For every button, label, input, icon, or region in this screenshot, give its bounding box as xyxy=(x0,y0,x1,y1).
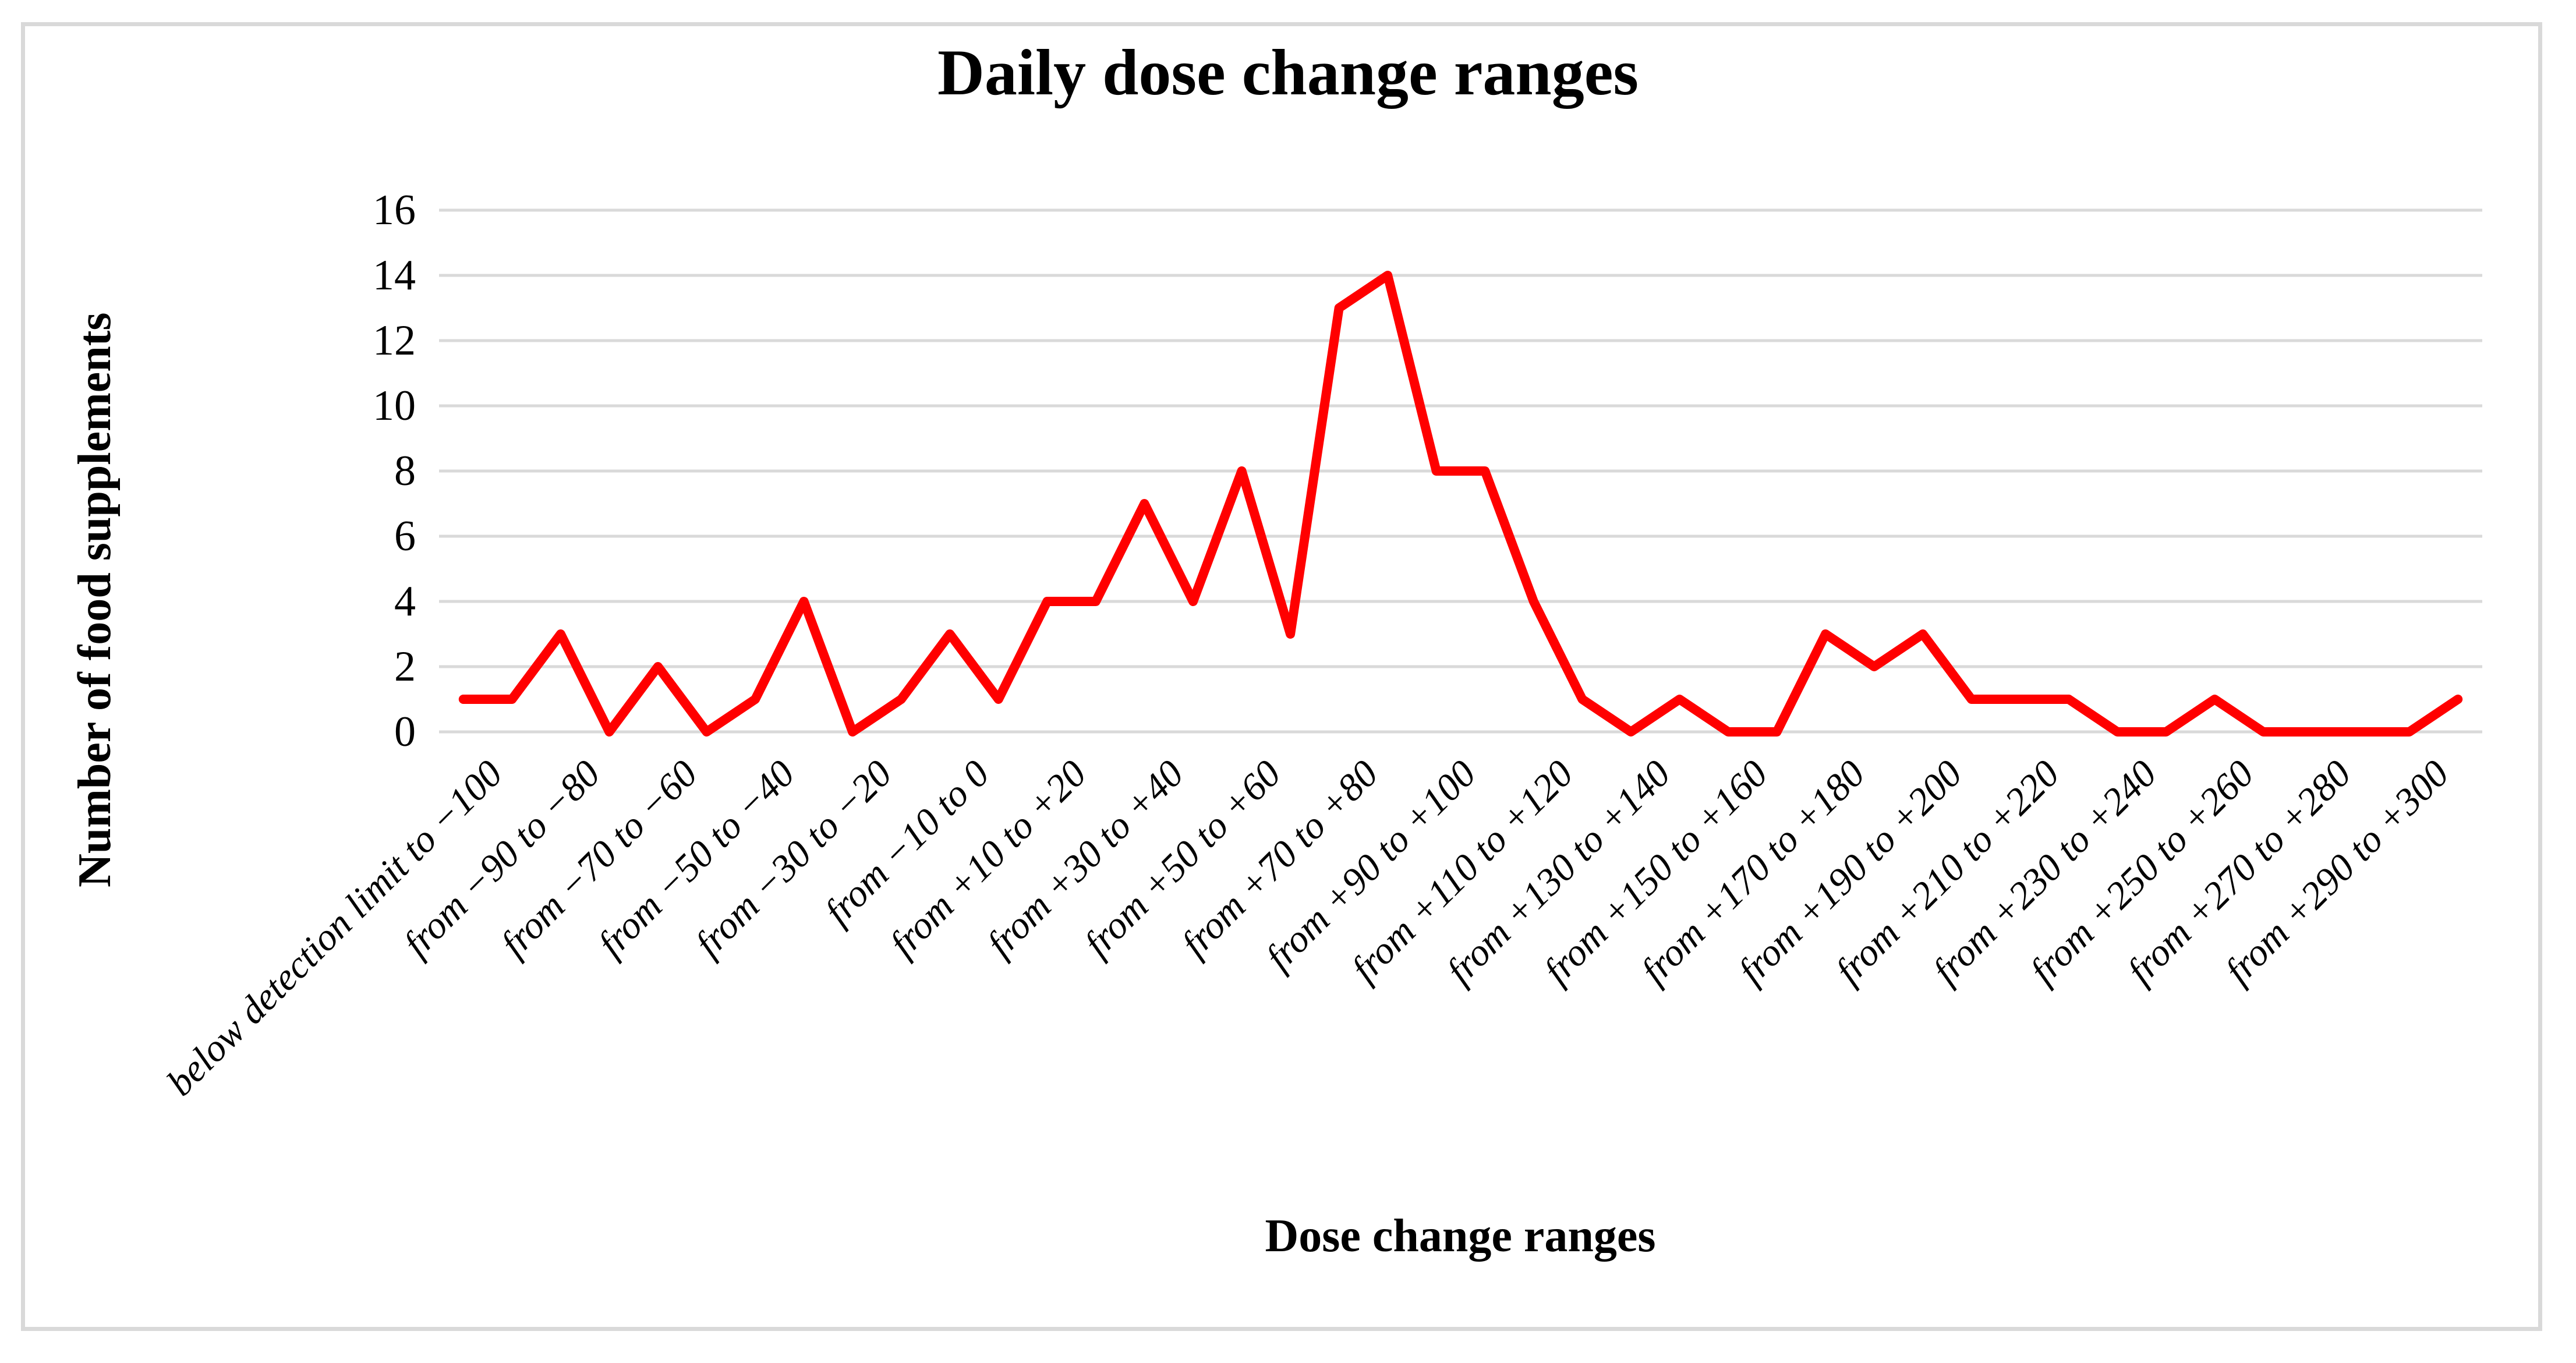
y-tick-label-6: 6 xyxy=(394,512,416,560)
chart-title: Daily dose change ranges xyxy=(937,37,1639,109)
y-tick-label-2: 2 xyxy=(394,643,416,691)
y-tick-label-8: 8 xyxy=(394,447,416,495)
y-tick-label-14: 14 xyxy=(373,252,416,299)
y-tick-label-0: 0 xyxy=(394,708,416,756)
y-tick-label-10: 10 xyxy=(373,382,416,430)
gridlines xyxy=(439,208,2482,734)
y-tick-label-4: 4 xyxy=(394,578,416,625)
x-axis-title: Dose change ranges xyxy=(1265,1210,1656,1262)
y-tick-label-16: 16 xyxy=(373,186,416,234)
figure-border xyxy=(21,22,2542,1331)
data-line-series xyxy=(458,271,2463,737)
y-tick-label-12: 12 xyxy=(373,317,416,364)
